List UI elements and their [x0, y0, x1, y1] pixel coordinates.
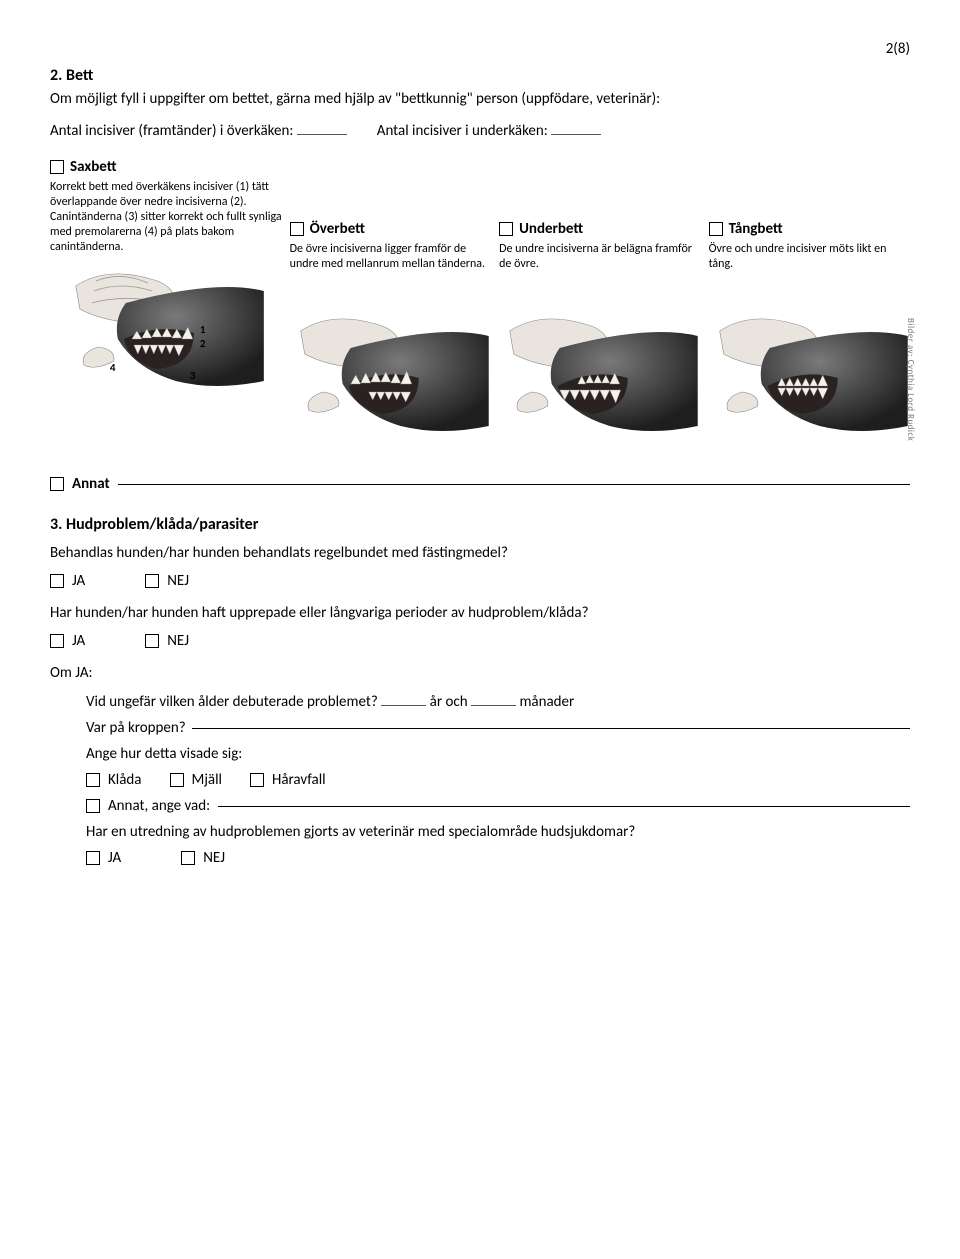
desc-overbett: De övre incisiverna ligger framför de un… — [290, 242, 491, 300]
label-q1-yes: JA — [72, 572, 85, 590]
incisor-upper-field: Antal incisiver (framtänder) i överkäken… — [50, 121, 347, 140]
incisor-lower-label: Antal incisiver i underkäken: — [377, 122, 548, 140]
q-fasting: Behandlas hunden/har hunden behandlats r… — [50, 544, 910, 562]
incisor-lower-blank[interactable] — [551, 121, 601, 135]
svg-text:3: 3 — [190, 369, 196, 382]
bite-figure: Saxbett Korrekt bett med överkäkens inci… — [50, 158, 910, 493]
label-klada: Klåda — [108, 771, 142, 789]
checkbox-saxbett[interactable] — [50, 160, 64, 174]
image-credit: Bilder av: Cynthia Lord Rudick — [905, 318, 916, 441]
checkbox-mjall[interactable] — [170, 773, 184, 787]
checkbox-q2-yes[interactable] — [50, 634, 64, 648]
checkbox-overbett[interactable] — [290, 222, 304, 236]
bite-option-overbett: Överbett De övre incisiverna ligger fram… — [290, 158, 491, 461]
label-q2-no: NEJ — [167, 632, 189, 650]
checkbox-utredning-yes[interactable] — [86, 851, 100, 865]
bite-option-tangbett: Tångbett Övre och undre incisiver möts l… — [709, 158, 910, 461]
om-ja-label: Om JA: — [50, 664, 910, 682]
age-years-blank[interactable] — [381, 692, 426, 706]
checkbox-q1-no[interactable] — [145, 574, 159, 588]
var-pa-label: Var på kroppen? — [86, 719, 186, 737]
q-utredning: Har en utredning av hudproblemen gjorts … — [86, 823, 910, 841]
section-3-heading: 3. Hudproblem/klåda/parasiter — [50, 515, 910, 534]
annat-bite-blank[interactable] — [118, 484, 910, 485]
label-underbett: Underbett — [519, 220, 583, 238]
label-utredning-yes: JA — [108, 849, 121, 867]
age-months-blank[interactable] — [471, 692, 516, 706]
desc-saxbett: Korrekt bett med överkäkens incisiver (1… — [50, 180, 282, 255]
desc-underbett: De undre incisiverna är belägna framför … — [499, 242, 700, 300]
checkbox-annat-bite[interactable] — [50, 477, 64, 491]
label-annat-bite: Annat — [72, 475, 110, 493]
age-question: Vid ungefär vilken ålder debuterade prob… — [86, 692, 910, 711]
ange-hur-label: Ange hur detta visade sig: — [86, 745, 910, 763]
svg-text:2: 2 — [200, 337, 206, 350]
checkbox-tangbett[interactable] — [709, 222, 723, 236]
checkbox-klada[interactable] — [86, 773, 100, 787]
label-saxbett: Saxbett — [70, 158, 117, 176]
dog-illustration-underbett — [499, 306, 700, 456]
label-utredning-no: NEJ — [203, 849, 225, 867]
age-q-part2: år och — [430, 693, 468, 711]
label-tangbett: Tångbett — [729, 220, 783, 238]
page-number: 2(8) — [50, 40, 910, 58]
incisor-lower-field: Antal incisiver i underkäken: — [377, 121, 601, 140]
label-haravfall: Håravfall — [272, 771, 326, 789]
label-overbett: Överbett — [310, 220, 365, 238]
checkbox-q1-yes[interactable] — [50, 574, 64, 588]
label-q1-no: NEJ — [167, 572, 189, 590]
checkbox-q2-no[interactable] — [145, 634, 159, 648]
checkbox-haravfall[interactable] — [250, 773, 264, 787]
label-mjall: Mjäll — [192, 771, 222, 789]
checkbox-utredning-no[interactable] — [181, 851, 195, 865]
section-2-intro: Om möjligt fyll i uppgifter om bettet, g… — [50, 89, 910, 109]
label-annat-symptom: Annat, ange vad: — [108, 797, 210, 815]
dog-illustration-saxbett: 1 2 3 4 — [50, 261, 282, 411]
var-pa-blank[interactable] — [192, 728, 910, 729]
q-hudproblem: Har hunden/har hunden haft upprepade ell… — [50, 604, 910, 622]
annat-symptom-blank[interactable] — [218, 806, 910, 807]
incisor-upper-blank[interactable] — [297, 121, 347, 135]
dog-illustration-overbett — [290, 306, 491, 456]
section-2-heading: 2. Bett — [50, 66, 910, 85]
bite-option-underbett: Underbett De undre incisiverna är belägn… — [499, 158, 700, 461]
desc-tangbett: Övre och undre incisiver möts likt en tå… — [709, 242, 910, 300]
incisor-upper-label: Antal incisiver (framtänder) i överkäken… — [50, 122, 293, 140]
age-q-part1: Vid ungefär vilken ålder debuterade prob… — [86, 693, 378, 711]
checkbox-underbett[interactable] — [499, 222, 513, 236]
var-pa-kroppen: Var på kroppen? — [86, 719, 910, 737]
age-q-part3: månader — [519, 693, 574, 711]
bite-option-saxbett: Saxbett Korrekt bett med överkäkens inci… — [50, 158, 282, 416]
svg-text:1: 1 — [200, 323, 206, 336]
bite-annat-row: Annat — [50, 475, 910, 493]
checkbox-annat-symptom[interactable] — [86, 799, 100, 813]
label-q2-yes: JA — [72, 632, 85, 650]
dog-illustration-tangbett — [709, 306, 910, 456]
